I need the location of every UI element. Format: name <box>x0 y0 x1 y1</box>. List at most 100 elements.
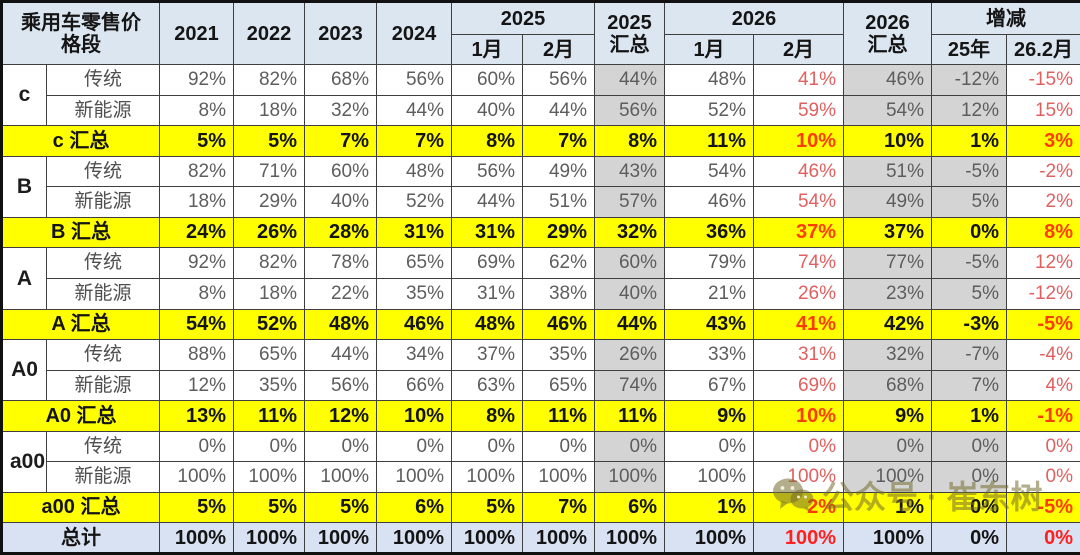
value-cell: 100% <box>594 461 665 493</box>
value-cell: 57% <box>594 186 665 218</box>
header-2022: 2022 <box>233 1 305 65</box>
value-cell: 100% <box>664 461 754 493</box>
value-cell: 6% <box>594 491 665 524</box>
value-cell: 56% <box>376 64 452 96</box>
value-cell: 54% <box>664 155 754 188</box>
header-change-26feb: 26.2月 <box>1006 34 1080 65</box>
value-cell: 56% <box>522 64 595 96</box>
header-change-25: 25年 <box>931 34 1007 65</box>
category-label: 新能源 <box>46 186 160 218</box>
value-cell: 0% <box>664 430 754 463</box>
category-label: 新能源 <box>46 277 160 310</box>
value-cell: 42% <box>843 308 932 341</box>
summary-label: a00 汇总 <box>1 491 160 524</box>
header-2026-feb: 2月 <box>753 34 844 65</box>
category-label: 新能源 <box>46 369 160 402</box>
value-cell: 44% <box>594 308 665 341</box>
table-body: c 传统 92% 82% 68% 56% 60% 56% 44% 48% 41% 46% -12% -15… <box>1 63 1080 554</box>
value-cell: 0% <box>304 430 377 463</box>
value-cell: 100% <box>843 461 932 493</box>
value-cell: 62% <box>522 247 595 279</box>
header-2023: 2023 <box>304 1 377 65</box>
value-cell: 34% <box>376 339 452 371</box>
segment-label: B <box>1 155 47 218</box>
value-cell: 78% <box>304 247 377 279</box>
value-cell: 4% <box>1006 369 1080 402</box>
value-cell: 46% <box>843 64 932 96</box>
value-cell: 8% <box>159 94 234 127</box>
value-cell: 22% <box>304 277 377 310</box>
value-cell: 68% <box>304 64 377 96</box>
value-cell: 48% <box>664 64 754 96</box>
value-cell: 60% <box>451 64 523 96</box>
value-cell: 43% <box>664 308 754 341</box>
value-cell: 0% <box>843 430 932 463</box>
value-cell: 7% <box>522 125 595 157</box>
value-cell: 100% <box>233 522 305 554</box>
table-header: 乘用车零售价 格段 2021 2022 2023 2024 2025 2025 … <box>1 1 1080 65</box>
value-cell: 49% <box>843 186 932 218</box>
category-label: 传统 <box>46 155 160 188</box>
value-cell: 0% <box>159 430 234 463</box>
value-cell: 0% <box>931 430 1007 463</box>
value-cell: 71% <box>233 155 305 188</box>
value-cell: 74% <box>594 369 665 402</box>
summary-row: A0 汇总 13% 11% 12% 10% 8% 11% 11% 9% 10% 9% 1% -1% <box>1 400 1080 432</box>
value-cell: 11% <box>522 400 595 432</box>
value-cell: 12% <box>1006 247 1080 279</box>
value-cell: 36% <box>664 216 754 249</box>
value-cell: 92% <box>159 247 234 279</box>
value-cell: 54% <box>159 308 234 341</box>
value-cell: 29% <box>522 216 595 249</box>
value-cell: -7% <box>931 339 1007 371</box>
value-cell: 100% <box>522 461 595 493</box>
data-row: A0 传统 88% 65% 44% 34% 37% 35% 26% 33% 31% 32% -7% -4% <box>1 339 1080 402</box>
value-cell: 1% <box>931 400 1007 432</box>
segment-label: A <box>1 247 47 310</box>
value-cell: 77% <box>843 247 932 279</box>
value-cell: 0% <box>753 430 844 463</box>
value-cell: 44% <box>522 94 595 127</box>
value-cell: 40% <box>594 277 665 310</box>
category-label: 传统 <box>46 430 160 463</box>
value-cell: 67% <box>664 369 754 402</box>
value-cell: 37% <box>843 216 932 249</box>
value-cell: 11% <box>233 400 305 432</box>
header-2025-feb: 2月 <box>522 34 595 65</box>
value-cell: 24% <box>159 216 234 249</box>
value-cell: 31% <box>376 216 452 249</box>
value-cell: 26% <box>753 277 844 310</box>
value-cell: 38% <box>522 277 595 310</box>
value-cell: 48% <box>451 308 523 341</box>
value-cell: 1% <box>664 491 754 524</box>
value-cell: 46% <box>664 186 754 218</box>
value-cell: 100% <box>594 522 665 554</box>
header-2026-group: 2026 <box>664 1 844 35</box>
value-cell: 65% <box>522 369 595 402</box>
value-cell: 2% <box>1006 186 1080 218</box>
value-cell: 100% <box>304 522 377 554</box>
value-cell: 51% <box>843 155 932 188</box>
value-cell: 44% <box>594 64 665 96</box>
value-cell: 100% <box>159 461 234 493</box>
summary-label: A0 汇总 <box>1 400 160 432</box>
value-cell: 32% <box>594 216 665 249</box>
segment-label: c <box>1 63 47 127</box>
value-cell: 37% <box>451 339 523 371</box>
value-cell: 26% <box>594 339 665 371</box>
value-cell: 49% <box>522 155 595 188</box>
value-cell: 46% <box>376 308 452 341</box>
header-title: 乘用车零售价 格段 <box>1 1 160 65</box>
value-cell: 18% <box>233 94 305 127</box>
value-cell: 12% <box>304 400 377 432</box>
value-cell: 31% <box>451 216 523 249</box>
value-cell: 35% <box>522 339 595 371</box>
summary-row: B 汇总 24% 26% 28% 31% 31% 29% 32% 36% 37% 37% 0% 8% <box>1 216 1080 249</box>
value-cell: 100% <box>753 461 844 493</box>
value-cell: 0% <box>594 430 665 463</box>
value-cell: 32% <box>304 94 377 127</box>
data-row: a00 传统 0% 0% 0% 0% 0% 0% 0% 0% 0% 0% 0% 0% <box>1 430 1080 493</box>
value-cell: 79% <box>664 247 754 279</box>
